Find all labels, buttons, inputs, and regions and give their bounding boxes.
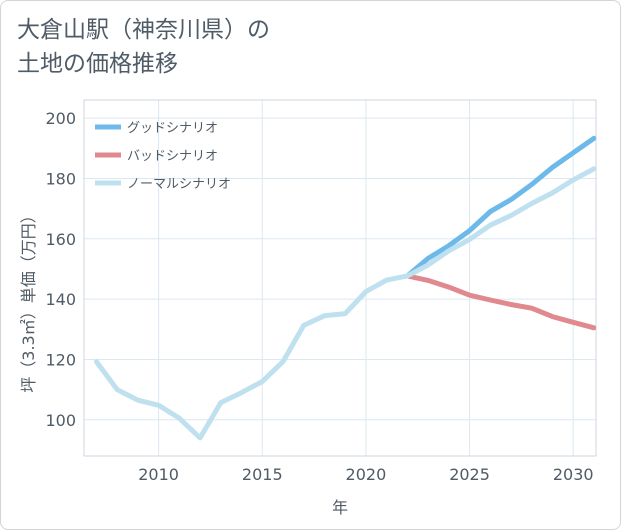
tick-labels: 2010 2015 2020 2025 2030 100 120 140 160 180 200	[45, 109, 593, 484]
x-axis-title: 年	[332, 498, 348, 517]
legend-label-0: グッドシナリオ	[127, 121, 218, 136]
series-line-2	[93, 166, 596, 441]
grid-lines	[84, 100, 596, 456]
series-line-0	[404, 135, 596, 279]
series-layer	[93, 135, 596, 441]
x-tick-label: 2030	[553, 465, 594, 484]
y-tick-label: 180	[45, 169, 76, 188]
y-axis-title: 坪（3.3㎡）単価（万円）	[19, 207, 38, 392]
series-line-1	[404, 273, 596, 331]
plot-frame	[83, 99, 597, 457]
x-tick-label: 2025	[449, 465, 490, 484]
y-tick-label: 140	[45, 290, 76, 309]
legend-label-2: ノーマルシナリオ	[127, 177, 231, 192]
y-tick-label: 100	[45, 411, 76, 430]
chart-title-line-2: 土地の価格推移	[17, 51, 178, 77]
chart-title: 大倉山駅（神奈川県）の 土地の価格推移	[17, 13, 270, 81]
chart-title-line-1: 大倉山駅（神奈川県）の	[17, 17, 270, 43]
x-tick-label: 2010	[138, 465, 179, 484]
x-tick-label: 2020	[346, 465, 387, 484]
y-tick-label: 120	[45, 350, 76, 369]
x-tick-label: 2015	[242, 465, 283, 484]
legend-label-1: バッドシナリオ	[127, 149, 218, 164]
y-tick-label: 200	[45, 109, 76, 128]
y-tick-label: 160	[45, 230, 76, 249]
